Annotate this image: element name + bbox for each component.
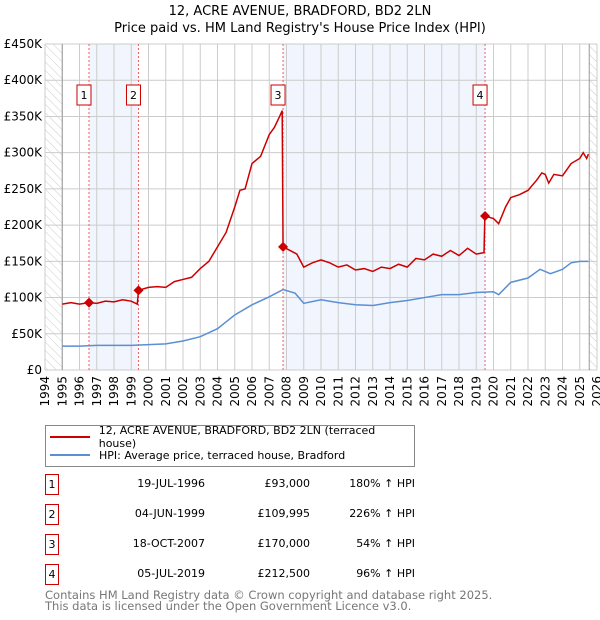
x-tick-label: 2014 bbox=[383, 376, 397, 407]
legend-label: 12, ACRE AVENUE, BRADFORD, BD2 2LN (terr… bbox=[98, 424, 376, 450]
x-tick-label: 2013 bbox=[366, 376, 380, 407]
sale-label-box bbox=[125, 84, 141, 106]
x-tick-label: 1998 bbox=[107, 376, 121, 407]
sale-date: 04-JUN-1999 bbox=[134, 507, 205, 520]
footer-line: Contains HM Land Registry data © Crown c… bbox=[45, 588, 493, 602]
y-tick-label: £250K bbox=[4, 182, 44, 196]
x-tick-label: 2023 bbox=[538, 376, 552, 407]
x-tick-label: 2016 bbox=[418, 376, 432, 407]
legend-swatch-red bbox=[50, 436, 90, 438]
y-tick-label: £400K bbox=[4, 73, 44, 87]
sale-point bbox=[278, 241, 289, 252]
x-tick-label: 1999 bbox=[124, 376, 138, 407]
x-tick-label: 2010 bbox=[314, 376, 328, 407]
y-tick-label: £200K bbox=[4, 218, 44, 232]
sale-label: 4 bbox=[477, 89, 484, 102]
x-tick-label: 2015 bbox=[400, 376, 414, 407]
sale-row: 4 05-JUL-2019 £212,500 96% ↑ HPI bbox=[45, 564, 445, 585]
sale-hpi: 54% ↑ HPI bbox=[356, 537, 415, 550]
x-tick-label: 2025 bbox=[573, 376, 587, 407]
y-tick-label: £100K bbox=[4, 291, 44, 305]
x-tick-label: 2008 bbox=[280, 376, 294, 407]
x-tick-label: 2021 bbox=[504, 376, 518, 407]
sale-row: 3 18-OCT-2007 £170,000 54% ↑ HPI bbox=[45, 534, 445, 555]
x-tick-label: 2012 bbox=[349, 376, 363, 407]
hpi-series-line bbox=[62, 260, 589, 347]
x-tick-label: 1996 bbox=[73, 376, 87, 407]
x-tick-label: 2000 bbox=[142, 376, 156, 407]
footer-line: This data is licensed under the Open Gov… bbox=[45, 599, 412, 613]
x-tick-label: 2004 bbox=[211, 376, 225, 407]
x-tick-label: 2007 bbox=[262, 376, 276, 407]
property-series-line bbox=[62, 110, 590, 306]
sale-hpi: 96% ↑ HPI bbox=[356, 567, 415, 580]
x-tick-label: 2026 bbox=[590, 376, 600, 407]
legend-item-hpi: HPI: Average price, terraced house, Brad… bbox=[50, 447, 345, 463]
footer: Contains HM Land Registry data © Crown c… bbox=[45, 588, 493, 613]
x-tick-label: 2018 bbox=[452, 376, 466, 407]
x-tick-label: 2003 bbox=[193, 376, 207, 407]
sale-hpi: 226% ↑ HPI bbox=[349, 507, 415, 520]
sale-hpi: 180% ↑ HPI bbox=[349, 477, 415, 490]
y-tick-label: £300K bbox=[4, 146, 44, 160]
chart-title: 12, ACRE AVENUE, BRADFORD, BD2 2LN bbox=[168, 4, 432, 19]
x-tick-label: 2006 bbox=[245, 376, 259, 407]
sale-marker-box: 4 bbox=[45, 564, 59, 585]
x-tick-label: 2020 bbox=[487, 376, 501, 407]
sale-price: £93,000 bbox=[264, 477, 311, 490]
sale-label: 1 bbox=[80, 89, 87, 102]
x-tick-label: 2005 bbox=[228, 376, 242, 407]
sale-marker-box: 3 bbox=[45, 534, 59, 555]
legend-item-property: 12, ACRE AVENUE, BRADFORD, BD2 2LN (terr… bbox=[50, 424, 414, 450]
sale-date: 18-OCT-2007 bbox=[132, 537, 205, 550]
legend: 12, ACRE AVENUE, BRADFORD, BD2 2LN (terr… bbox=[45, 424, 415, 467]
sale-point bbox=[83, 297, 94, 308]
hatched-region bbox=[589, 44, 597, 370]
x-tick-label: 2001 bbox=[159, 376, 173, 407]
y-tick-label: £0 bbox=[27, 363, 42, 377]
sale-marker-box: 1 bbox=[45, 474, 59, 495]
x-tick-label: 2019 bbox=[469, 376, 483, 407]
sale-price: £212,500 bbox=[257, 567, 311, 580]
x-tick-label: 2017 bbox=[435, 376, 449, 407]
x-tick-label: 2009 bbox=[297, 376, 311, 407]
sale-point bbox=[133, 285, 144, 296]
x-tick-label: 2002 bbox=[176, 376, 190, 407]
plot-area: 1994 1995 1996 1997 1998 1999 2000 2001 2002 2003… bbox=[4, 37, 600, 407]
x-tick-label: 1994 bbox=[38, 376, 52, 407]
x-tick-label: 2024 bbox=[556, 376, 570, 407]
x-tick-label: 1997 bbox=[90, 376, 104, 407]
sale-label: 2 bbox=[130, 89, 137, 102]
sale-label-box bbox=[472, 84, 488, 106]
x-tick-label: 1995 bbox=[55, 376, 69, 407]
sale-row: 1 19-JUL-1996 £93,000 180% ↑ HPI bbox=[45, 474, 445, 495]
y-tick-label: £150K bbox=[4, 254, 44, 268]
sale-price: £109,995 bbox=[257, 507, 311, 520]
y-tick-label: £350K bbox=[4, 109, 44, 123]
x-tick-label: 2011 bbox=[331, 376, 345, 407]
hatched-region bbox=[45, 44, 63, 370]
sale-marker-box: 2 bbox=[45, 504, 59, 525]
chart-subtitle: Price paid vs. HM Land Registry's House … bbox=[114, 21, 486, 36]
y-tick-label: £50K bbox=[11, 327, 43, 341]
shaded-period bbox=[283, 44, 486, 370]
sale-price: £170,000 bbox=[257, 537, 311, 550]
sale-label: 3 bbox=[275, 89, 282, 102]
legend-swatch-blue bbox=[50, 454, 90, 456]
sale-row: 2 04-JUN-1999 £109,995 226% ↑ HPI bbox=[45, 504, 445, 525]
sale-point bbox=[480, 211, 491, 222]
x-tick-label: 2022 bbox=[521, 376, 535, 407]
legend-label: HPI: Average price, terraced house, Brad… bbox=[99, 448, 346, 462]
sale-label-box bbox=[270, 84, 286, 106]
sale-date: 05-JUL-2019 bbox=[137, 567, 205, 580]
y-tick-label: £450K bbox=[4, 37, 44, 51]
sale-label-box bbox=[76, 84, 92, 106]
sale-date: 19-JUL-1996 bbox=[137, 477, 205, 490]
